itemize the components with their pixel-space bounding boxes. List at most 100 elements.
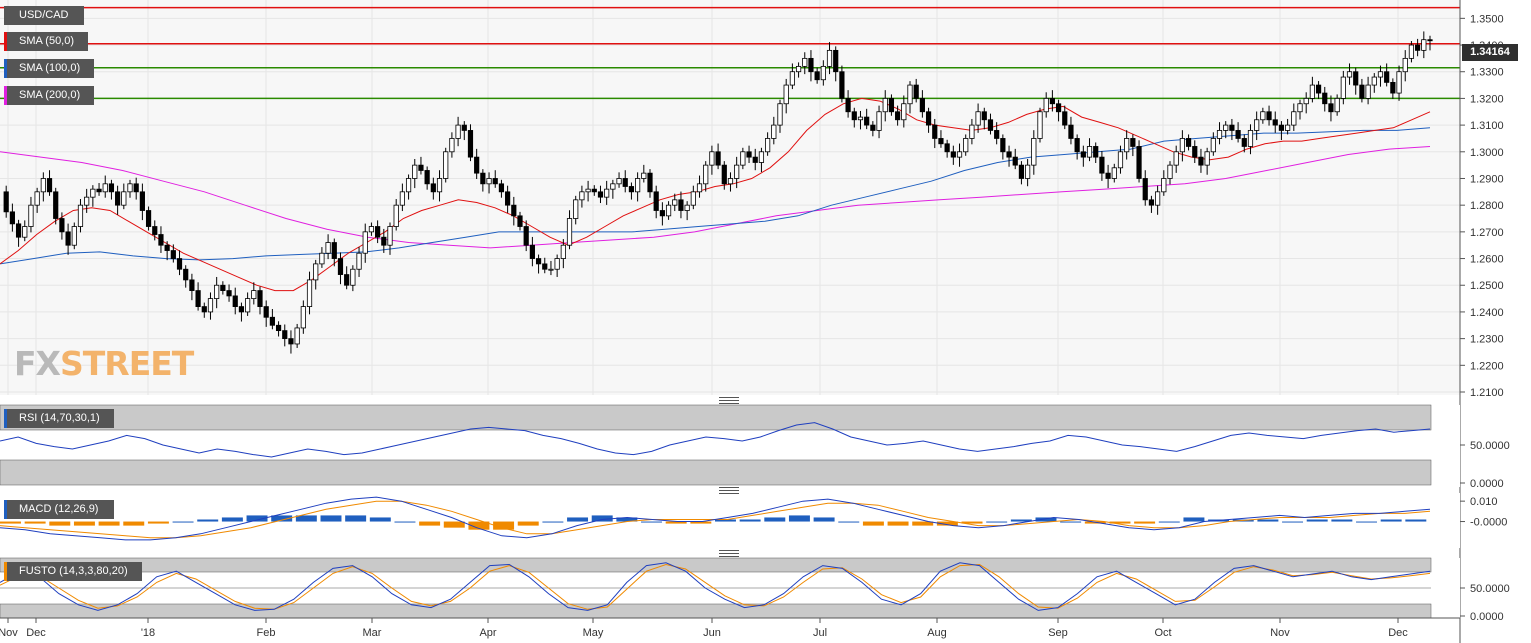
- candle-body: [1260, 111, 1266, 121]
- candle-body: [919, 98, 925, 113]
- candle-body: [845, 98, 851, 113]
- candle-body: [1142, 178, 1148, 201]
- macd-histogram-bar: [1405, 519, 1427, 522]
- rsi-overbought-zone: [0, 404, 1432, 431]
- legend-sma-200[interactable]: SMA (200,0): [4, 86, 94, 105]
- fusto-tick-label: 50.0000: [1470, 583, 1510, 595]
- candle-body: [9, 211, 15, 225]
- candle-body: [15, 223, 22, 238]
- legend-sma-100[interactable]: SMA (100,0): [4, 59, 94, 78]
- price-tick-label: 1.2600: [1470, 254, 1504, 266]
- candle-body: [888, 98, 895, 113]
- candle-body: [1303, 98, 1309, 105]
- legend-usdcad[interactable]: USD/CAD: [4, 6, 84, 25]
- candle-body: [808, 57, 814, 73]
- candle-body: [313, 263, 319, 281]
- macd-histogram-bar: [665, 521, 687, 524]
- candle-body: [176, 258, 183, 270]
- macd-histogram-bar: [1282, 521, 1304, 523]
- candle-body: [963, 138, 969, 153]
- candle-body: [461, 124, 467, 131]
- macd-label[interactable]: MACD (12,26,9): [4, 500, 114, 519]
- candle-body: [758, 151, 765, 163]
- time-tick-label: Nov: [1270, 627, 1290, 639]
- candle-body: [1031, 138, 1037, 166]
- candle-body: [152, 226, 158, 235]
- candle-body: [133, 183, 139, 193]
- candle-body: [294, 327, 300, 345]
- candle-body: [585, 188, 591, 193]
- candle-body: [597, 191, 604, 198]
- candle-body: [183, 268, 189, 281]
- candle-body: [486, 178, 492, 185]
- time-axis-ticks: Nov Dec '18 Feb Mar Apr May Jun Jul Aug Sep Oct Nov D…: [0, 617, 1460, 639]
- candle-body: [882, 98, 888, 113]
- candle-body: [164, 244, 170, 251]
- candle-body: [1353, 71, 1359, 86]
- macd-histogram-bar: [1109, 521, 1131, 524]
- candle-body: [467, 130, 474, 158]
- price-tick-label: 1.2700: [1470, 227, 1504, 239]
- price-tick-label: 1.2300: [1470, 334, 1504, 346]
- macd-histogram-bar: [542, 521, 564, 523]
- macd-histogram-bar: [197, 519, 219, 522]
- macd-resize-handle[interactable]: [719, 487, 739, 494]
- candle-body: [1235, 130, 1241, 139]
- macd-histogram-bar: [1010, 519, 1032, 522]
- price-tick-label: 1.3300: [1470, 67, 1504, 79]
- fusto-label[interactable]: FUSTO (14,3,3,80,20): [4, 562, 142, 581]
- candle-body: [1117, 151, 1124, 169]
- macd-histogram-bar: [936, 521, 958, 526]
- candle-body: [362, 231, 368, 254]
- candle-body: [635, 178, 641, 193]
- candle-body: [1062, 111, 1068, 126]
- candle-body: [387, 226, 393, 246]
- candle-body: [350, 268, 356, 286]
- macd-histogram-bar: [764, 517, 786, 522]
- rsi-resize-handle[interactable]: [719, 397, 739, 404]
- candle-body: [1086, 146, 1093, 158]
- candle-body: [1315, 84, 1322, 94]
- macd-histogram-bar: [1134, 521, 1156, 524]
- candle-body: [1136, 146, 1142, 179]
- candle-body: [1173, 151, 1179, 166]
- candle-body: [393, 204, 399, 227]
- candle-body: [1093, 146, 1099, 158]
- candle-body: [610, 183, 616, 190]
- main-grid: [0, 0, 1460, 395]
- macd-histogram-bar: [295, 515, 317, 522]
- candle-body: [715, 151, 721, 166]
- macd-histogram-bar: [271, 515, 293, 522]
- macd-histogram-bar: [1060, 521, 1082, 523]
- candle-body: [368, 226, 375, 233]
- macd-tick-label: 0.010: [1470, 496, 1498, 508]
- candle-body: [424, 170, 430, 185]
- rsi-label[interactable]: RSI (14,70,30,1): [4, 409, 114, 428]
- candle-body: [46, 178, 53, 193]
- main-plot-area[interactable]: [0, 0, 1460, 395]
- rsi-oversold-zone: [0, 459, 1432, 486]
- rsi-plot: 50.0000 0.0000: [0, 422, 1510, 490]
- fusto-resize-handle[interactable]: [719, 550, 739, 557]
- macd-histogram-bar: [616, 517, 638, 522]
- candle-body: [356, 252, 362, 270]
- candle-body: [938, 138, 944, 145]
- candle-body: [1384, 71, 1390, 83]
- candle-body: [189, 279, 195, 291]
- macd-histogram-bar: [419, 521, 441, 526]
- candle-body: [1055, 103, 1062, 113]
- candle-body: [1068, 124, 1074, 139]
- candle-body: [1179, 138, 1185, 153]
- candle-body: [566, 218, 573, 246]
- candle-body: [826, 49, 833, 67]
- candle-body: [783, 84, 789, 105]
- price-tick-label: 1.2200: [1470, 360, 1504, 372]
- candle-body: [542, 263, 548, 270]
- candle-body: [1427, 39, 1433, 42]
- legend-sma-50[interactable]: SMA (50,0): [4, 32, 88, 51]
- candle-body: [1390, 82, 1396, 94]
- macd-histogram-bar: [986, 521, 1008, 523]
- fusto-plot: 50.0000 0.0000: [0, 562, 1510, 623]
- candle-body: [641, 172, 647, 179]
- candle-body: [703, 164, 709, 185]
